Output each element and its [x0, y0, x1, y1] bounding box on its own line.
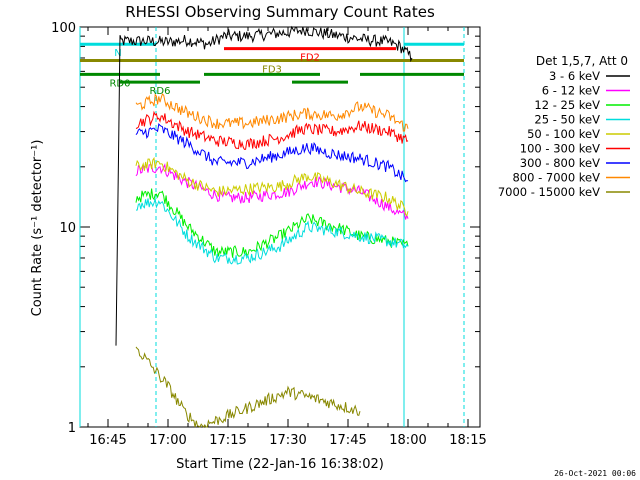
series-line: [135, 163, 409, 220]
series-line: [135, 123, 409, 183]
plot-frame: [79, 26, 481, 428]
state-bar-label: RD0: [109, 78, 130, 89]
legend-label: 3 - 6 keV: [549, 69, 600, 83]
x-tick-label: 17:00: [149, 433, 186, 448]
state-bar-label: RD6: [149, 86, 170, 97]
y-tick-label: 1: [68, 421, 76, 436]
x-tick-label: 16:45: [89, 433, 126, 448]
x-axis-label: Start Time (22-Jan-16 16:38:02): [176, 457, 384, 472]
series-line: [135, 188, 409, 258]
x-tick-label: 18:15: [449, 433, 486, 448]
legend-label: 6 - 12 keV: [542, 84, 600, 98]
series-line: [135, 93, 409, 132]
series-line: [135, 198, 409, 265]
x-tick-label: 18:00: [389, 433, 426, 448]
series-line: [135, 156, 409, 217]
legend-label: 800 - 7000 keV: [512, 171, 600, 185]
plot-area: 16:45 17:00 17:15 17:30 17:45 18:00 18:15 1 10 10…: [51, 21, 487, 448]
x-tick-label: 17:45: [329, 433, 366, 448]
series-line: [135, 346, 361, 428]
legend-label: 7000 - 15000 keV: [498, 185, 600, 199]
state-bar-label: FD2: [300, 53, 320, 64]
y-axis-label: Count Rate (s⁻¹ detector⁻¹): [30, 140, 45, 317]
y-tick-label: 10: [59, 221, 76, 236]
x-tick-label: 17:15: [209, 433, 246, 448]
legend-label: 100 - 300 keV: [520, 142, 600, 156]
state-bar-label: FD3: [262, 64, 282, 75]
chart-title: RHESSI Observing Summary Count Rates: [125, 3, 435, 21]
footer-date: 26-Oct-2021 00:06: [554, 469, 636, 478]
state-bar-label: N: [114, 48, 121, 59]
series-line: [135, 110, 409, 150]
legend-label: 300 - 800 keV: [520, 156, 600, 170]
legend-header: Det 1,5,7, Att 0: [536, 54, 628, 68]
legend-label: 50 - 100 keV: [527, 127, 600, 141]
series-line: [115, 25, 413, 346]
x-tick-label: 17:30: [269, 433, 306, 448]
legend-label: 12 - 25 keV: [534, 98, 600, 112]
y-tick-label: 100: [51, 21, 76, 36]
legend-label: 25 - 50 keV: [534, 113, 600, 127]
